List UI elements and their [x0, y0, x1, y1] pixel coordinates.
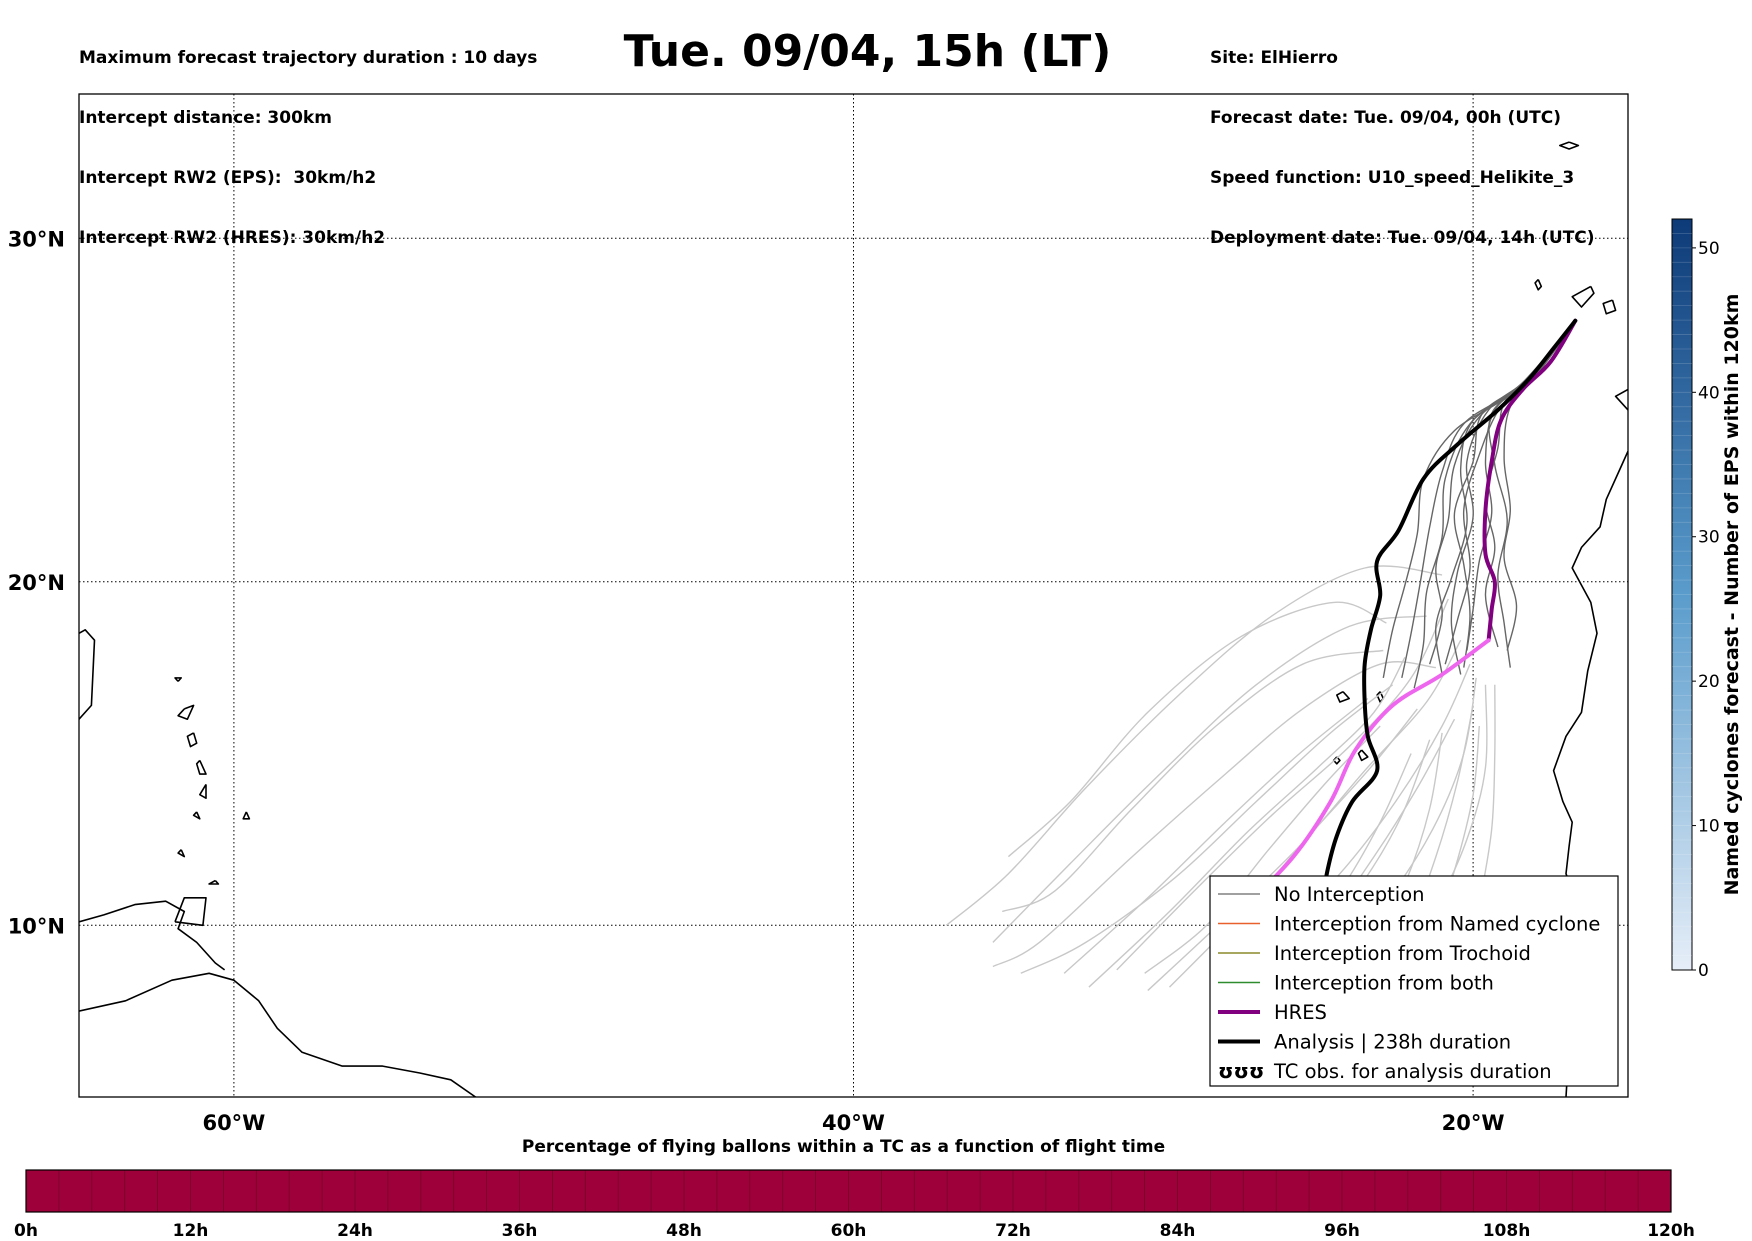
latitude-tick-label: 20°N [8, 571, 65, 595]
coastline [195, 759, 207, 775]
ensemble-track-light [1001, 649, 1384, 913]
coastline [1336, 690, 1350, 703]
longitude-tick-label: 40°W [822, 1111, 885, 1135]
coastline [192, 811, 201, 820]
legend-label: No Interception [1274, 883, 1425, 906]
coastline [1357, 749, 1369, 762]
colorbar-right-tick-label: 50 [1698, 239, 1720, 259]
ensemble-track-light [945, 565, 1443, 926]
colorbar-right-label: Named cyclones forecast - Number of EPS … [1721, 294, 1743, 896]
colorbar-bottom-tick-label: 12h [173, 1221, 209, 1241]
coastline [1614, 388, 1628, 411]
coastline [1376, 691, 1385, 703]
coastline [1602, 299, 1617, 315]
coastline [174, 677, 182, 682]
ensemble-track-light [1007, 601, 1387, 858]
coastline [1559, 141, 1580, 150]
coastline [1647, 290, 1666, 307]
coastline [174, 897, 207, 927]
colorbar-bottom-tick-label: 108h [1483, 1221, 1531, 1241]
ensemble-track-light [1116, 598, 1449, 971]
header-left-line: Maximum forecast trajectory duration : 1… [79, 48, 538, 68]
coastline [199, 783, 207, 799]
legend: No Interception Interception from Named c… [1209, 875, 1619, 1087]
colorbar-bottom-tick-label: 0h [14, 1221, 38, 1241]
header-left-line: Intercept distance: 300km [79, 108, 332, 128]
coastline [1571, 285, 1595, 308]
legend-label: TC obs. for analysis duration [1273, 1060, 1552, 1083]
ensemble-track-light [992, 615, 1427, 943]
latitude-tick-label: 30°N [8, 227, 65, 251]
legend-label: HRES [1274, 1001, 1327, 1024]
coastline [79, 972, 477, 1097]
coastline [186, 732, 198, 748]
tc-obs-icon: ʊʊʊ [1218, 1059, 1264, 1083]
colorbar-bottom-bar [25, 1169, 1672, 1213]
map-title: Tue. 09/04, 15h (LT) [623, 26, 1112, 77]
map-content [79, 94, 1666, 1097]
ensemble-track-light [1144, 725, 1381, 974]
header-right-line: Speed function: U10_speed_Helikite_3 [1210, 168, 1575, 188]
colorbar-right-tick-label: 10 [1698, 817, 1720, 837]
ensemble-track-light [1063, 697, 1369, 974]
colorbar-right-tick-label: 40 [1698, 383, 1720, 403]
header-right-line: Site: ElHierro [1210, 48, 1338, 68]
legend-box [1209, 875, 1619, 1087]
legend-label: Analysis | 238h duration [1274, 1031, 1511, 1054]
map-frame [78, 93, 1629, 1098]
colorbar-bottom-title: Percentage of flying ballons within a TC… [522, 1137, 1165, 1157]
latitude-tick-label: 10°N [8, 914, 65, 938]
colorbar-bottom-tick-label: 48h [666, 1221, 702, 1241]
colorbar-bottom-tick-label: 60h [831, 1221, 867, 1241]
longitude-tick-label: 60°W [202, 1111, 265, 1135]
ensemble-track [1466, 320, 1576, 651]
colorbar-bottom-tick-label: 72h [995, 1221, 1031, 1241]
hres-track [1482, 318, 1578, 643]
colorbar-right-tick-label: 30 [1698, 528, 1720, 548]
ensemble-track-light [992, 661, 1436, 968]
header-left-info: Maximum forecast trajectory duration : 1… [79, 8, 537, 268]
right-colorbar: 0 10 20 30 40 50 Named cyclones forecast - Num… [1671, 218, 1743, 981]
header-right-line: Forecast date: Tue. 09/04, 00h (UTC) [1210, 108, 1561, 128]
colorbar-right-tick-label: 0 [1698, 961, 1709, 981]
analysis-track [1319, 318, 1578, 911]
legend-label: Interception from Trochoid [1274, 942, 1531, 965]
coastline [1534, 278, 1543, 291]
coastline [79, 629, 96, 720]
colorbar-bottom-tick-label: 24h [337, 1221, 373, 1241]
coastline [242, 811, 251, 820]
longitude-tick-label: 20°W [1442, 1111, 1505, 1135]
coastline [177, 704, 195, 720]
map-panel: 60°W 40°W 20°W 30°N 20°N 10°N [8, 93, 1666, 1135]
bottom-colorbar: Percentage of flying ballons within a TC… [14, 1137, 1695, 1241]
coastline [79, 900, 226, 971]
ensemble-track [1413, 320, 1576, 689]
colorbar-bottom-tick-label: 120h [1647, 1221, 1695, 1241]
ensemble-track-light [1020, 684, 1394, 974]
legend-label: Interception from both [1274, 972, 1494, 995]
coastline [177, 849, 186, 858]
ensemble-track-light [1088, 656, 1406, 988]
header-left-line: Intercept RW2 (EPS): 30km/h2 [79, 168, 377, 188]
colorbar-bottom-tick-label: 36h [502, 1221, 538, 1241]
colorbar-right-tick-label: 20 [1698, 672, 1720, 692]
header-right-info: Site: ElHierro Forecast date: Tue. 09/04… [1210, 8, 1595, 268]
colorbar-right-bar [1671, 218, 1693, 971]
colorbar-bottom-tick-label: 96h [1324, 1221, 1360, 1241]
ensemble-track [1444, 320, 1576, 665]
colorbar-bottom-tick-label: 84h [1160, 1221, 1196, 1241]
legend-label: Interception from Named cyclone [1274, 913, 1600, 936]
coastline [208, 879, 220, 885]
